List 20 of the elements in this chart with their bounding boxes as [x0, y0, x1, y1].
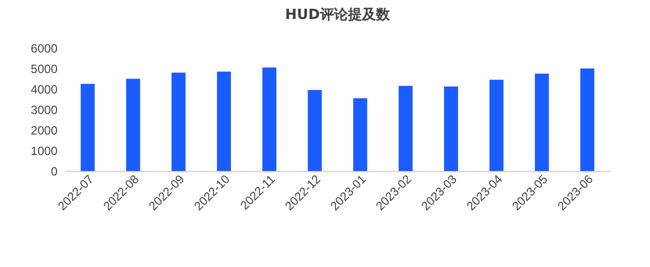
y-tick-label: 5000 [30, 62, 58, 76]
y-tick-label: 4000 [30, 82, 58, 96]
bar [262, 67, 276, 171]
chart-title: HUD评论提及数 [285, 7, 391, 23]
bar [353, 98, 368, 171]
y-tick-label: 1000 [30, 144, 58, 158]
y-tick-label: 0 [50, 164, 58, 178]
bar [216, 72, 231, 171]
bar [444, 86, 458, 171]
bar [80, 84, 95, 171]
y-tick-label: 6000 [30, 42, 58, 56]
bar [308, 90, 322, 171]
bar [172, 72, 186, 171]
bar [489, 80, 504, 171]
y-tick-label: 3000 [30, 103, 58, 117]
bar [580, 68, 594, 171]
bar [534, 74, 549, 171]
bar [398, 86, 413, 171]
bar [126, 78, 140, 171]
y-tick-label: 2000 [30, 124, 58, 138]
